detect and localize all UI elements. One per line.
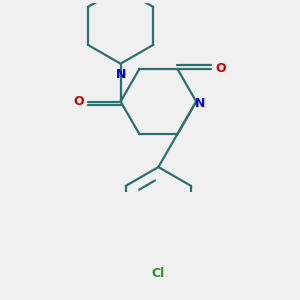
Text: Cl: Cl xyxy=(152,268,165,281)
Text: N: N xyxy=(195,97,206,110)
Text: O: O xyxy=(74,95,84,108)
Text: O: O xyxy=(216,62,226,75)
Text: N: N xyxy=(116,68,126,81)
